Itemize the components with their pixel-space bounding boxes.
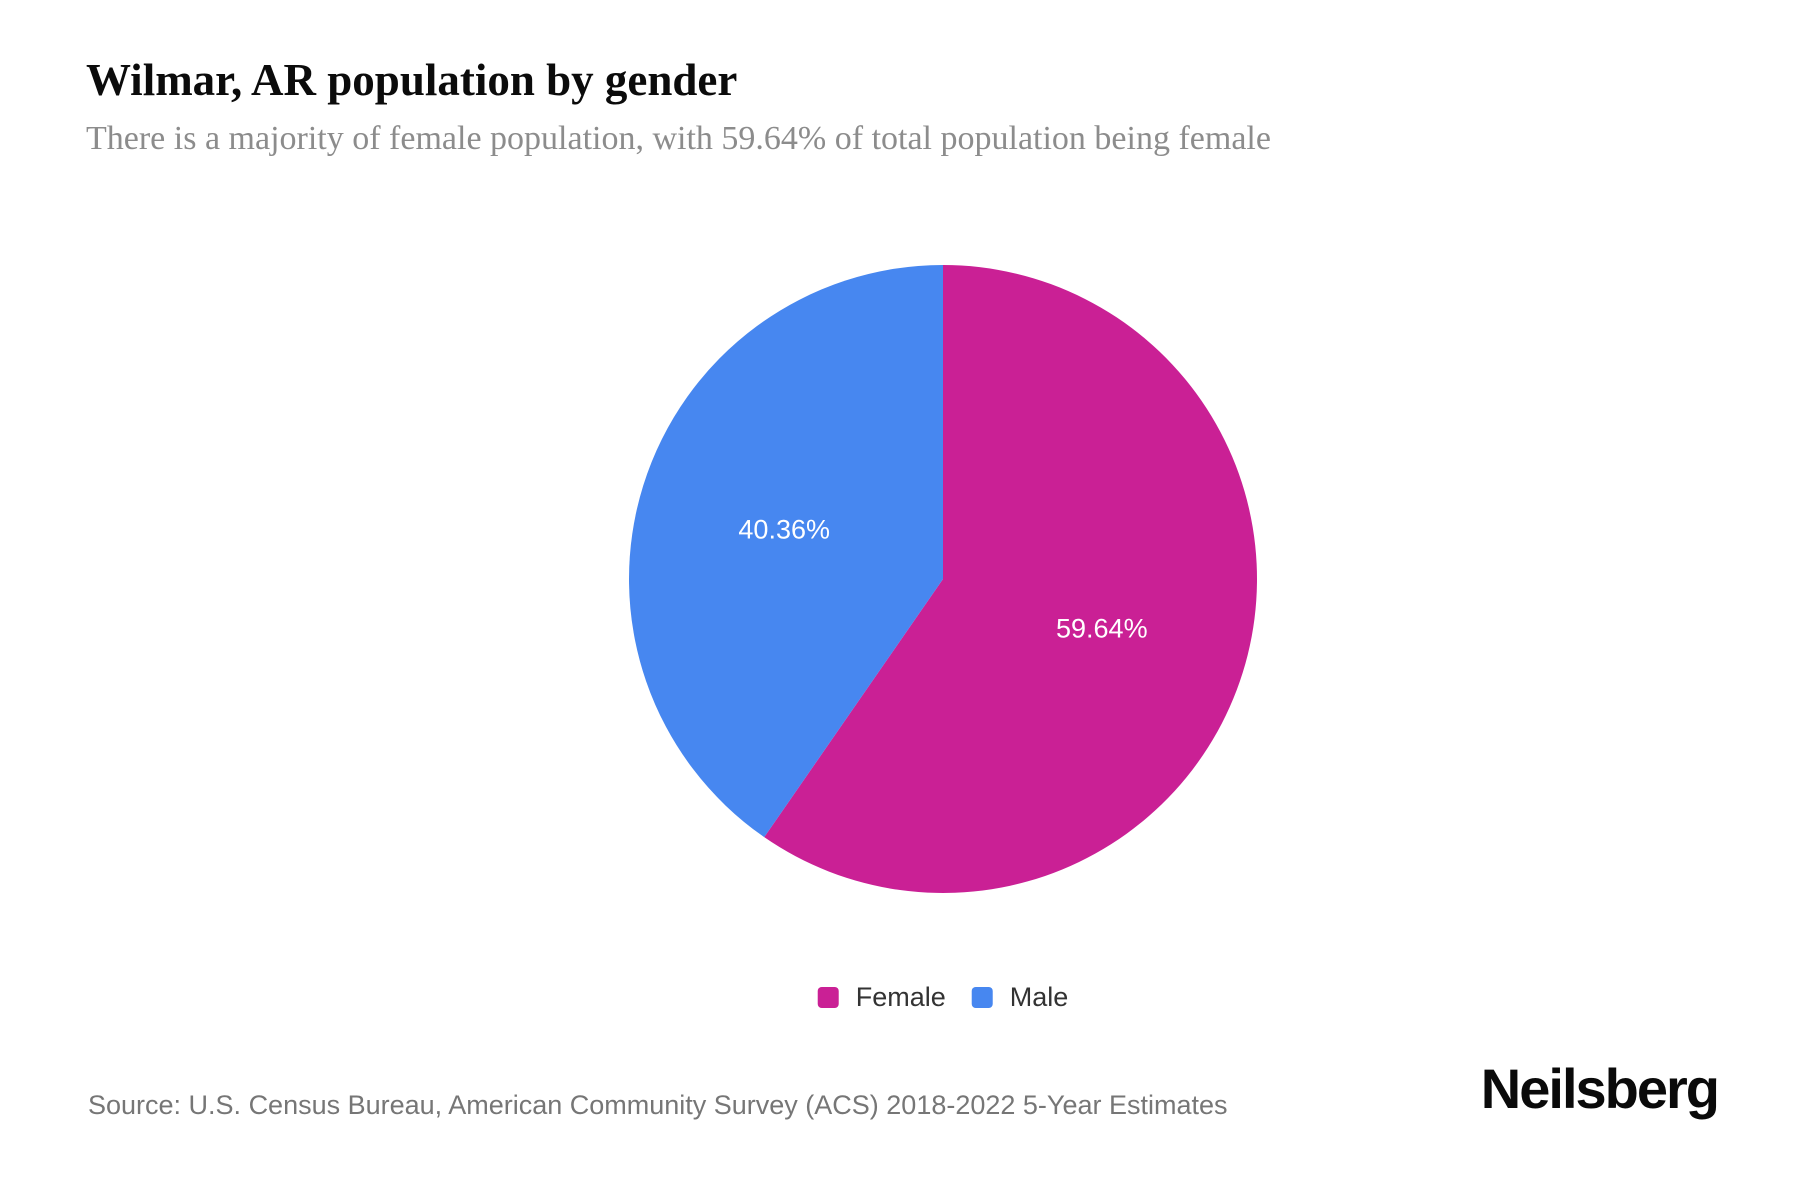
legend-swatch-female	[817, 987, 839, 1008]
pie-chart: 59.64% 40.36%	[629, 265, 1258, 893]
pie-slice-male[interactable]	[629, 265, 943, 838]
slice-label-male: 40.36%	[738, 514, 830, 544]
slice-label-female: 59.64%	[1056, 614, 1148, 644]
legend-label-female: Female	[855, 982, 946, 1012]
pie-slice-female[interactable]	[764, 265, 1258, 893]
legend: Female Male	[817, 982, 1069, 1013]
brand-logo: Neilsberg	[1480, 1057, 1720, 1120]
chart-subtitle: There is a majority of female population…	[86, 120, 1271, 157]
source-note: Source: U.S. Census Bureau, American Com…	[88, 1090, 1228, 1120]
legend-item-male[interactable]: Male	[971, 982, 1069, 1013]
legend-swatch-male	[971, 987, 993, 1008]
legend-item-female[interactable]: Female	[817, 982, 946, 1013]
legend-label-male: Male	[1009, 982, 1069, 1012]
chart-title: Wilmar, AR population by gender	[86, 55, 738, 105]
